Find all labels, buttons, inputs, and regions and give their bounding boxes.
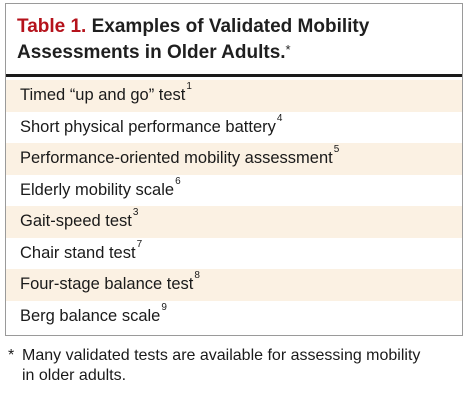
row-reference: 6 — [175, 175, 181, 187]
table-row: Elderly mobility scale6 — [6, 175, 462, 207]
header-rule — [6, 74, 462, 77]
table-row: Gait-speed test3 — [6, 206, 462, 238]
table-row: Chair stand test7 — [6, 238, 462, 270]
row-text: Berg balance scale — [20, 306, 161, 325]
table-row: Timed “up and go” test1 — [6, 80, 462, 112]
row-text: Four-stage balance test — [20, 275, 194, 293]
row-reference: 5 — [333, 144, 340, 155]
row-reference: 1 — [186, 81, 192, 92]
row-text: Elderly mobility scale — [20, 180, 175, 199]
footnote-text-1: Many validated tests are available for a… — [22, 347, 421, 364]
row-reference: 8 — [194, 270, 200, 281]
table-row: Berg balance scale9 — [6, 301, 462, 333]
table-title-text: Examples of Validated Mobility Assessmen… — [17, 16, 370, 63]
row-reference: 3 — [132, 207, 139, 218]
row-text: Short physical performance battery — [20, 117, 276, 136]
table-title: Table 1. Examples of Validated Mobility … — [6, 4, 462, 70]
table-row: Short physical performance battery4 — [6, 112, 462, 144]
row-text: Gait-speed test — [20, 212, 132, 230]
row-reference: 4 — [276, 112, 283, 124]
footnote-marker: * — [8, 347, 15, 364]
table-label: Table 1. — [17, 16, 87, 37]
footnote-text-2: in older adults. — [22, 367, 127, 384]
title-footnote-marker: * — [285, 42, 291, 57]
footnote-line-2: in older adults. — [8, 366, 468, 386]
table-row: Four-stage balance test8 — [6, 269, 462, 301]
row-reference: 9 — [161, 301, 167, 313]
table-1: Table 1. Examples of Validated Mobility … — [5, 3, 463, 336]
row-text: Timed “up and go” test — [20, 86, 186, 104]
row-text: Performance-oriented mobility assessment — [20, 149, 333, 167]
table-footnote: * Many validated tests are available for … — [8, 346, 468, 386]
footnote-line-1: * Many validated tests are available for … — [8, 346, 468, 366]
table-body: Timed “up and go” test1 Short physical p… — [6, 80, 462, 332]
table-row: Performance-oriented mobility assessment… — [6, 143, 462, 175]
row-reference: 7 — [136, 238, 143, 250]
row-text: Chair stand test — [20, 243, 136, 262]
